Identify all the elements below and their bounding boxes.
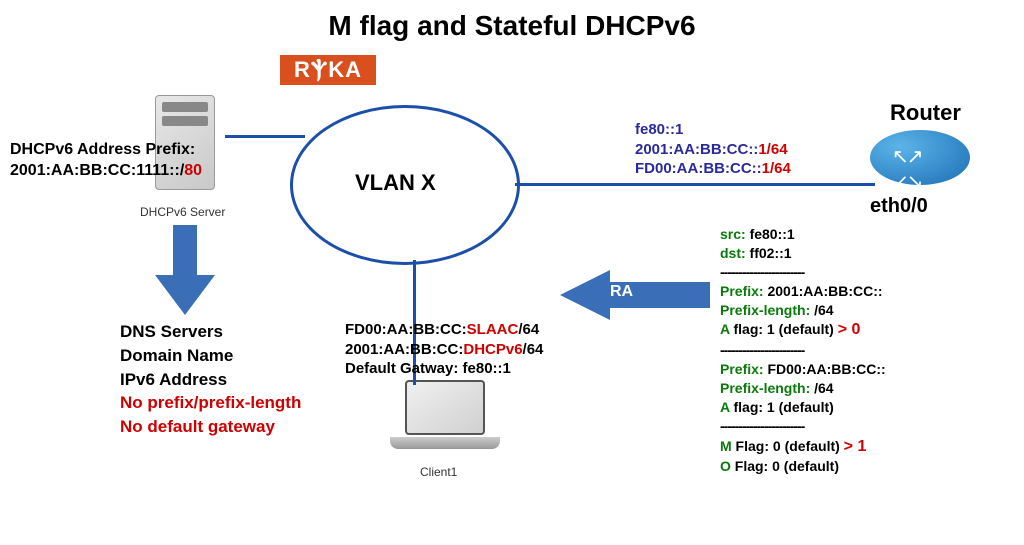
dhcp-list-item: DNS Servers	[120, 320, 301, 344]
ra-arrow-icon	[560, 270, 710, 320]
ra-aflag2-label: A	[720, 399, 730, 415]
router-label: Router	[890, 100, 961, 126]
client-line-red: DHCPv6	[463, 341, 522, 358]
router-addr-line: fe80::1	[635, 120, 791, 140]
arrow-down-icon	[155, 225, 215, 315]
ra-dst-val: ff02::1	[746, 245, 792, 261]
client-line-suf: /64	[518, 321, 539, 338]
router-addr-pre: FD00:AA:BB:CC::	[635, 160, 762, 177]
ra-mflag-label: M	[720, 438, 732, 454]
dhcp-prefix-text: DHCPv6 Address Prefix: 2001:AA:BB:CC:111…	[10, 140, 202, 182]
router-addr-pre: 2001:AA:BB:CC::	[635, 141, 758, 158]
client-laptop-icon	[390, 380, 500, 460]
divider-dashes: -----------------------	[720, 341, 886, 360]
client-line-red: SLAAC	[467, 321, 519, 338]
ra-aflag-suf: flag: 1 (default)	[730, 321, 838, 337]
prefix-label: DHCPv6 Address Prefix:	[10, 141, 195, 158]
router-link-line	[515, 183, 875, 186]
client-line-pre: FD00:AA:BB:CC:	[345, 321, 467, 338]
ra-aflag2-suf: flag: 1 (default)	[730, 399, 834, 415]
ra-prefix2-val: FD00:AA:BB:CC::	[764, 361, 886, 377]
ra-plen2-label: Prefix-length:	[720, 380, 810, 396]
dhcp-list-item: No default gateway	[120, 415, 301, 439]
ra-prefix1-label: Prefix:	[720, 283, 764, 299]
ra-src-val: fe80::1	[746, 226, 795, 242]
ra-prefix1-val: 2001:AA:BB:CC::	[764, 283, 883, 299]
client-line-pre: 2001:AA:BB:CC:	[345, 341, 463, 358]
logo-badge: RⲮKA	[280, 55, 376, 85]
vlan-label: VLAN X	[355, 170, 436, 196]
ra-prefix2-label: Prefix:	[720, 361, 764, 377]
router-icon: ↖↗↙↘	[870, 130, 970, 200]
dhcp-list-item: No prefix/prefix-length	[120, 391, 301, 415]
router-addr-suf: 1/64	[762, 160, 791, 177]
dhcp-result-list: DNS Servers Domain Name IPv6 Address No …	[120, 320, 301, 439]
ra-plen1-label: Prefix-length:	[720, 302, 810, 318]
router-addr-suf: 1/64	[758, 141, 787, 158]
server-caption: DHCPv6 Server	[140, 205, 225, 219]
client-caption: Client1	[420, 465, 457, 479]
prefix-value-red: 80	[184, 162, 202, 179]
divider-dashes: -----------------------	[720, 263, 886, 282]
client-gateway: Default Gatway: fe80::1	[345, 359, 543, 379]
ra-plen1-val: /64	[810, 302, 833, 318]
ra-mflag-red: > 1	[844, 438, 867, 455]
ra-oflag-label: O	[720, 458, 731, 474]
client-line-suf: /64	[523, 341, 544, 358]
ra-oflag-suf: Flag: 0 (default)	[731, 458, 839, 474]
dhcp-list-item: IPv6 Address	[120, 368, 301, 392]
prefix-value-pre: 2001:AA:BB:CC:1111::/	[10, 162, 184, 179]
ra-detail-block: src: fe80::1 dst: ff02::1 --------------…	[720, 225, 886, 476]
client-addr-text: FD00:AA:BB:CC:SLAAC/64 2001:AA:BB:CC:DHC…	[345, 320, 543, 379]
ra-mflag-suf: Flag: 0 (default)	[732, 438, 844, 454]
ra-aflag-red: > 0	[838, 321, 861, 338]
ra-plen2-val: /64	[810, 380, 833, 396]
ra-src-label: src:	[720, 226, 746, 242]
divider-dashes: -----------------------	[720, 417, 886, 436]
ra-aflag-label: A	[720, 321, 730, 337]
page-title: M flag and Stateful DHCPv6	[0, 10, 1024, 42]
eth-label: eth0/0	[870, 195, 928, 218]
server-link-line	[225, 135, 305, 138]
ra-label: RA	[610, 283, 633, 301]
router-addresses: fe80::1 2001:AA:BB:CC::1/64 FD00:AA:BB:C…	[635, 120, 791, 179]
ra-dst-label: dst:	[720, 245, 746, 261]
dhcp-list-item: Domain Name	[120, 344, 301, 368]
